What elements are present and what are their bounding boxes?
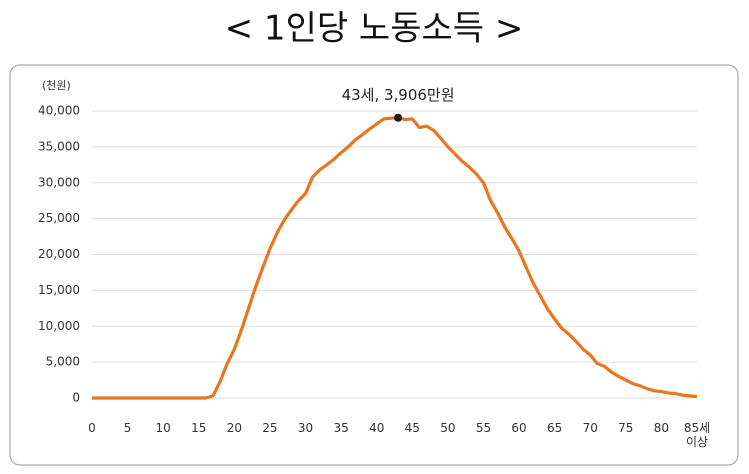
x-tick-label: 65: [547, 421, 563, 435]
highlight-point: [394, 113, 403, 122]
x-tick-label: 45: [404, 421, 420, 435]
y-tick-label: 10,000: [38, 319, 80, 333]
y-unit: (천원): [42, 78, 71, 92]
y-tick-label: 40,000: [38, 104, 80, 118]
data-line: [92, 116, 698, 400]
y-tick-label: 35,000: [38, 139, 80, 153]
x-tick-label: 25: [262, 421, 278, 435]
y-tick-label: 25,000: [38, 211, 80, 225]
x-tick-label: 10: [155, 421, 171, 435]
x-tick-label: 20: [226, 421, 242, 435]
x-tick-label: 5: [123, 421, 132, 435]
x-tick-label: 35: [333, 421, 349, 435]
x-tick-label: 80: [653, 421, 670, 435]
chart-title: < 1인당 노동소득 >: [225, 9, 524, 49]
chart-frame: [9, 64, 739, 466]
y-tick-label: 5,000: [46, 355, 80, 369]
x-tick-label: 85세 이상: [683, 421, 711, 449]
y-tick-label: 20,000: [38, 247, 80, 261]
x-tick-label: 30: [297, 421, 314, 435]
highlight-label: 43세, 3,906만원: [342, 86, 455, 104]
y-tick-label: 15,000: [38, 283, 80, 297]
x-tick-label: 55: [475, 421, 492, 435]
x-tick-label: 40: [369, 421, 385, 435]
y-tick-label: 0: [72, 391, 80, 405]
x-tick-label: 60: [511, 421, 527, 435]
x-tick-label: 75: [618, 421, 634, 435]
y-tick-label: 30,000: [38, 175, 80, 189]
x-tick-label: 70: [582, 421, 598, 435]
x-tick-label: 0: [88, 421, 96, 435]
x-tick-label: 15: [191, 421, 207, 435]
x-tick-label: 50: [440, 421, 456, 435]
